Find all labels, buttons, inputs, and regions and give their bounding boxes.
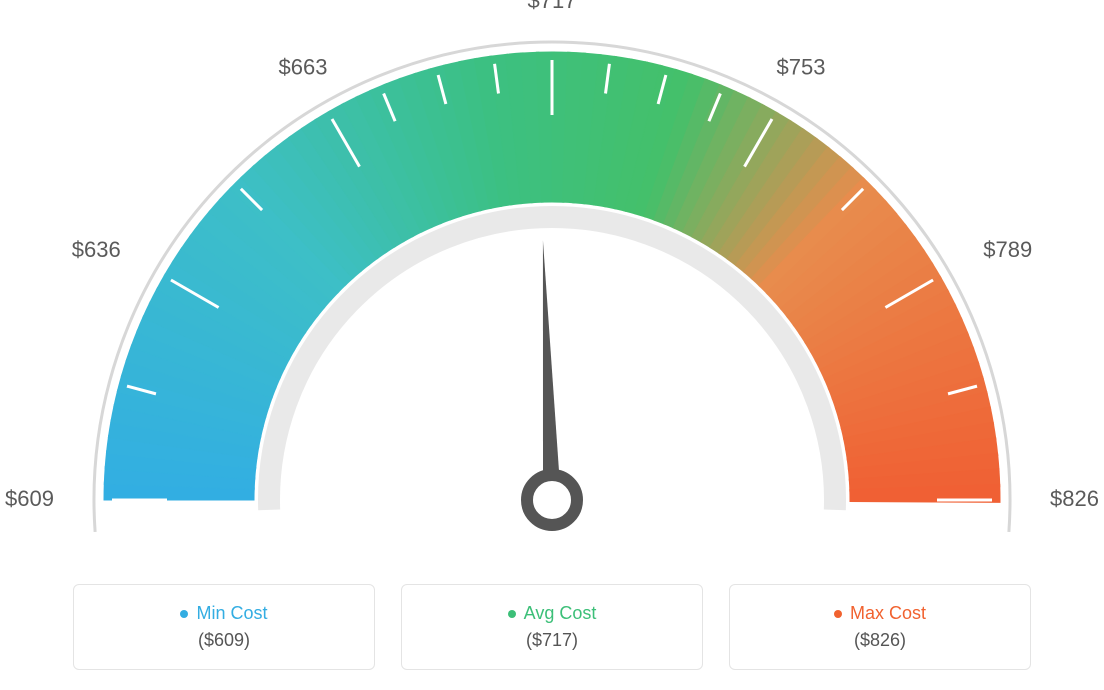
legend-dot-avg (508, 610, 516, 618)
legend-avg-value: ($717) (526, 630, 578, 651)
legend-min-value: ($609) (198, 630, 250, 651)
legend-card-max: Max Cost ($826) (729, 584, 1031, 670)
legend-max-value: ($826) (854, 630, 906, 651)
tick-label: $636 (72, 237, 121, 262)
legend-dot-min (180, 610, 188, 618)
legend-max-label: Max Cost (850, 603, 926, 624)
legend-avg-top: Avg Cost (508, 603, 597, 624)
tick-label: $717 (528, 0, 577, 13)
legend-min-top: Min Cost (180, 603, 267, 624)
tick-label: $609 (5, 486, 54, 511)
gauge-svg: $609 $636 $663 $717 $753 $789 $826 (0, 0, 1104, 560)
gauge-area: $609 $636 $663 $717 $753 $789 $826 (0, 0, 1104, 560)
legend-avg-label: Avg Cost (524, 603, 597, 624)
legend-max-top: Max Cost (834, 603, 926, 624)
legend-card-min: Min Cost ($609) (73, 584, 375, 670)
tick-label: $753 (777, 55, 826, 80)
tick-label: $663 (279, 55, 328, 80)
cost-gauge-chart: $609 $636 $663 $717 $753 $789 $826 Min Cost ($… (0, 0, 1104, 690)
legend-dot-max (834, 610, 842, 618)
legend-card-avg: Avg Cost ($717) (401, 584, 703, 670)
needle-hub (527, 475, 577, 525)
tick-label: $826 (1050, 486, 1099, 511)
legend-min-label: Min Cost (196, 603, 267, 624)
needle (543, 240, 561, 500)
legend-row: Min Cost ($609) Avg Cost ($717) Max Cost… (0, 584, 1104, 670)
tick-label: $789 (983, 237, 1032, 262)
